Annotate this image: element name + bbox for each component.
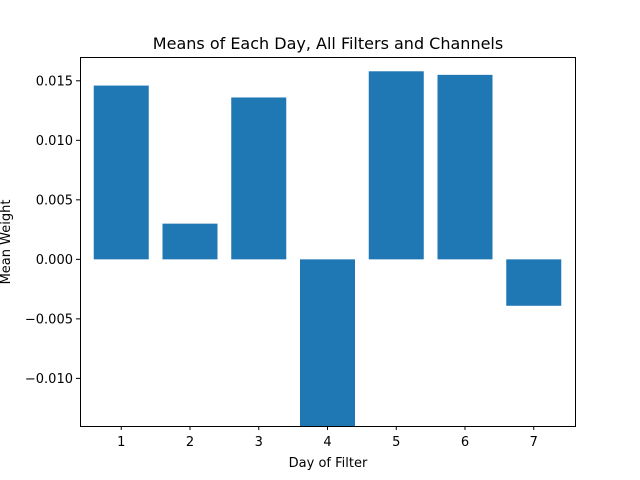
bar-day-5 <box>368 71 424 260</box>
bar-day-6 <box>437 74 493 260</box>
x-tick-label: 6 <box>461 435 469 450</box>
y-axis-label: Mean Weight <box>0 200 14 285</box>
y-tick-label: 0.000 <box>36 253 73 268</box>
x-tick-label: 4 <box>323 435 331 450</box>
x-axis-label: Day of Filter <box>289 456 368 471</box>
bar-day-7 <box>506 259 562 306</box>
bar-day-3 <box>231 97 287 260</box>
y-tick-label: 0.010 <box>36 134 73 149</box>
bar-day-2 <box>162 223 218 260</box>
y-tick-label: 0.015 <box>36 74 73 89</box>
x-tick-label: 3 <box>255 435 263 450</box>
chart-title: Means of Each Day, All Filters and Chann… <box>153 34 503 53</box>
x-tick-label: 1 <box>117 435 125 450</box>
x-tick-label: 2 <box>186 435 194 450</box>
bar-day-4 <box>300 259 355 426</box>
bar-day-1 <box>93 85 149 260</box>
x-tick-label: 7 <box>530 435 538 450</box>
x-tick-label: 5 <box>392 435 400 450</box>
y-tick-label: −0.010 <box>25 372 73 387</box>
y-tick-label: 0.005 <box>36 193 73 208</box>
y-tick-label: −0.005 <box>25 312 73 327</box>
